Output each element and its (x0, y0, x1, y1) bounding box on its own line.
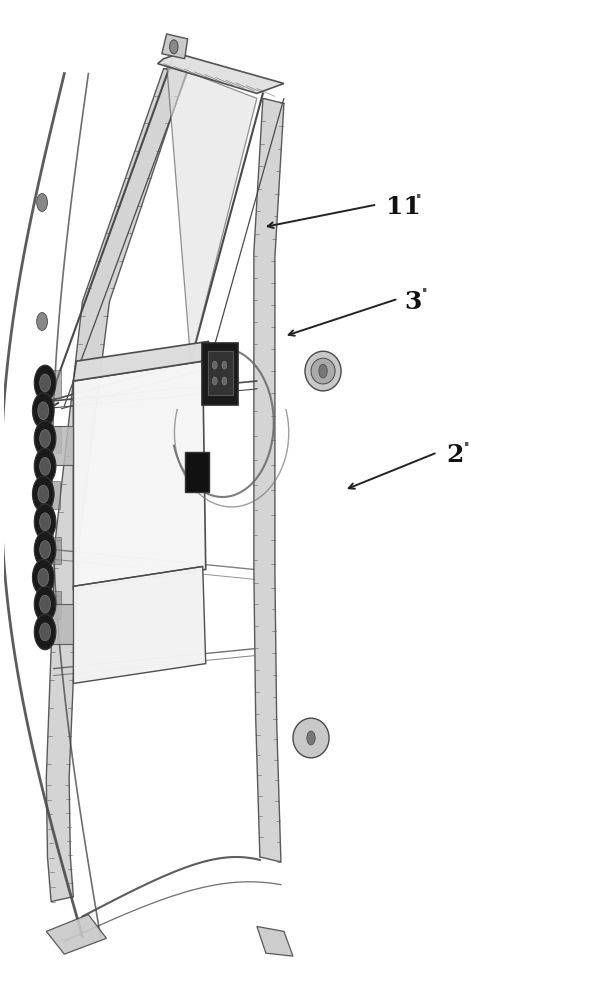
Text: ·: · (415, 188, 423, 207)
Polygon shape (73, 566, 206, 683)
Circle shape (40, 541, 51, 559)
Ellipse shape (311, 358, 335, 384)
Polygon shape (167, 64, 257, 361)
Circle shape (32, 476, 54, 512)
Polygon shape (257, 926, 293, 956)
Circle shape (34, 421, 56, 456)
Circle shape (40, 457, 51, 475)
Circle shape (32, 560, 54, 595)
Circle shape (40, 430, 51, 447)
Ellipse shape (293, 718, 329, 758)
Circle shape (34, 504, 56, 540)
Text: 3: 3 (404, 290, 422, 314)
FancyBboxPatch shape (185, 452, 209, 492)
Circle shape (40, 374, 51, 392)
Polygon shape (45, 426, 73, 465)
Circle shape (34, 614, 56, 650)
Polygon shape (46, 69, 188, 902)
Bar (40, 370, 62, 398)
Circle shape (34, 365, 56, 401)
Polygon shape (157, 54, 284, 93)
FancyBboxPatch shape (207, 351, 233, 395)
Circle shape (40, 513, 51, 531)
Ellipse shape (305, 351, 341, 391)
FancyBboxPatch shape (201, 343, 238, 405)
Bar (40, 426, 62, 453)
Circle shape (170, 40, 178, 54)
Circle shape (307, 731, 315, 745)
Polygon shape (73, 341, 209, 381)
Circle shape (34, 448, 56, 484)
Bar (40, 591, 62, 619)
Circle shape (212, 377, 217, 385)
Circle shape (40, 595, 51, 613)
Polygon shape (46, 915, 107, 954)
Circle shape (222, 377, 227, 385)
Circle shape (37, 313, 48, 330)
Circle shape (40, 623, 51, 641)
Text: 11: 11 (386, 195, 421, 219)
Text: 2: 2 (447, 443, 464, 467)
Polygon shape (254, 98, 284, 862)
Circle shape (34, 586, 56, 622)
Bar (38, 481, 60, 509)
Circle shape (319, 364, 327, 378)
Circle shape (38, 568, 49, 586)
Polygon shape (162, 34, 188, 59)
Polygon shape (73, 361, 206, 589)
Text: ·: · (463, 436, 470, 455)
Circle shape (222, 361, 227, 369)
Polygon shape (45, 604, 73, 644)
Circle shape (38, 402, 49, 420)
Bar (40, 537, 62, 564)
Circle shape (212, 361, 217, 369)
Circle shape (34, 532, 56, 567)
Circle shape (38, 485, 49, 503)
Circle shape (37, 194, 48, 211)
Text: ·: · (421, 282, 428, 301)
Circle shape (32, 393, 54, 429)
